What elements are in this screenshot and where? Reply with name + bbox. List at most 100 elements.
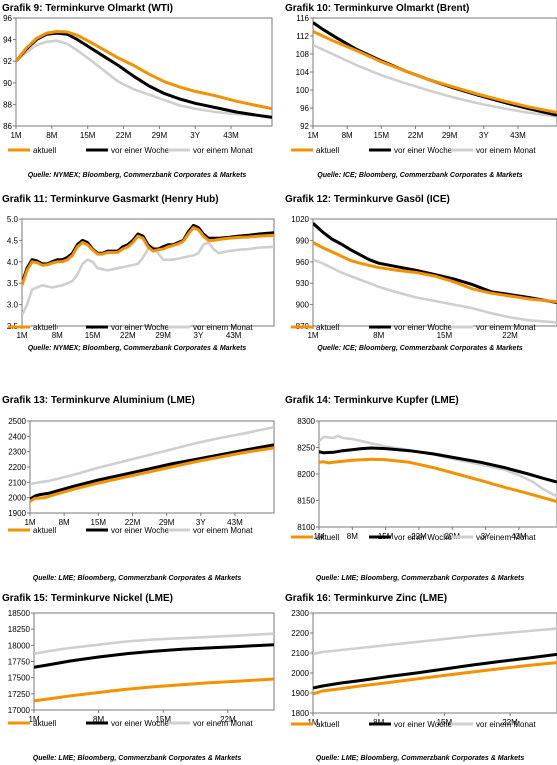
x-tick-label: 3Y	[190, 131, 200, 140]
legend-label-monat: vor einem Monat	[193, 719, 253, 728]
chart-title-text: Terminkurve Aluminium (LME)	[51, 395, 195, 406]
x-tick-label: 15M	[155, 715, 171, 724]
y-tick-label: 104	[296, 68, 310, 77]
series-line-monat	[16, 39, 272, 118]
x-tick-label: 8M	[342, 131, 353, 140]
chart-panel-g13: Grafik 13: Terminkurve Aluminium (LME) 19…	[0, 392, 275, 584]
legend-label-woche: vor einer Woche	[111, 526, 170, 535]
x-tick-label: 15M	[91, 518, 107, 527]
x-tick-label: 3Y	[481, 532, 491, 541]
chart-title-label: Grafik 12:	[285, 194, 334, 205]
chart-title-text: Terminkurve Kupfer (LME)	[334, 395, 459, 406]
legend-label-monat: vor einem Monat	[193, 323, 253, 332]
chart-svg: Grafik 12: Terminkurve Gasöl (ICE)870900…	[285, 194, 557, 352]
series-line-woche	[16, 31, 272, 119]
y-tick-label: 1020	[291, 215, 309, 224]
y-tick-label: 990	[296, 236, 310, 245]
legend-label-woche: vor einer Woche	[111, 146, 170, 155]
chart-title-label: Grafik 14:	[285, 395, 334, 406]
y-tick-label: 96	[3, 14, 12, 23]
chart-title-text: Terminkurve Gasöl (ICE)	[334, 194, 450, 205]
y-tick-label: 116	[296, 14, 309, 23]
plot-frame	[312, 612, 557, 714]
chart-svg: Grafik 15: Terminkurve Nickel (LME) 17000…	[2, 593, 275, 762]
y-tick-label: 88	[3, 100, 12, 109]
y-tick-label: 90	[3, 79, 12, 88]
chart-source: Quelle: LME; Bloomberg, Commerzbank Corp…	[33, 755, 242, 762]
x-tick-label: 15M	[80, 131, 96, 140]
chart-title-label: Grafik 9:	[2, 3, 45, 14]
chart-title: Grafik 9: Terminkurve Olmarkt (WTI)	[2, 3, 173, 14]
x-tick-label: 3Y	[194, 331, 204, 340]
y-tick-label: 17750	[8, 658, 31, 667]
plot-frame	[21, 218, 275, 327]
series-line-aktuell	[313, 661, 557, 696]
x-tick-label: 1M	[307, 718, 318, 727]
chart-panel-g10: Grafik 10: Terminkurve Olmarkt (Brent) 92…	[283, 0, 557, 188]
y-tick-label: 2300	[8, 448, 26, 457]
legend-label-woche: vor einer Woche	[394, 533, 453, 542]
x-tick-label: 29M	[152, 131, 168, 140]
chart-svg: Grafik 14: Terminkurve Kupfer (LME) 8100 8…	[285, 395, 557, 582]
y-tick-label: 112	[296, 32, 309, 41]
chart-title: Grafik 14: Terminkurve Kupfer (LME)	[285, 395, 459, 406]
legend-label-monat: vor einem Monat	[476, 323, 536, 332]
chart-title: Grafik 10: Terminkurve Olmarkt (Brent)	[285, 3, 469, 14]
legend-label-monat: vor einem Monat	[476, 533, 536, 542]
y-tick-label: 1800	[291, 709, 309, 718]
x-tick-label: 22M	[120, 331, 136, 340]
y-tick-label: 4.0	[7, 258, 19, 267]
y-tick-label: 1900	[291, 689, 309, 698]
x-tick-label: 15M	[85, 331, 101, 340]
x-tick-label: 3Y	[479, 131, 489, 140]
series-line-monat	[30, 425, 274, 486]
y-tick-label: 2100	[8, 478, 26, 487]
plot-frame	[15, 17, 273, 127]
x-tick-label: 1M	[307, 131, 318, 140]
legend-label-aktuell: aktuell	[316, 323, 339, 332]
series-line-woche	[30, 443, 274, 501]
x-tick-label: 1M	[28, 715, 39, 724]
y-tick-label: 8200	[297, 470, 315, 479]
series-line-woche	[313, 652, 557, 690]
x-tick-label: 22M	[408, 131, 424, 140]
legend-label-woche: vor einer Woche	[111, 719, 170, 728]
y-tick-label: 100	[296, 86, 310, 95]
y-tick-label: 2300	[291, 609, 309, 618]
x-tick-label: 15M	[437, 718, 453, 727]
x-tick-label: 8M	[93, 715, 104, 724]
chart-title: Grafik 11: Terminkurve Gasmarkt (Henry H…	[2, 194, 219, 205]
chart-source: Quelle: LME; Bloomberg, Commerzbank Corp…	[316, 755, 525, 762]
chart-source: Quelle: LME; Bloomberg, Commerzbank Corp…	[316, 575, 525, 582]
legend-label-aktuell: aktuell	[316, 146, 339, 155]
x-tick-label: 43M	[510, 131, 526, 140]
series-line-aktuell	[313, 30, 557, 114]
chart-title: Grafik 13: Terminkurve Aluminium (LME)	[2, 395, 195, 406]
x-tick-label: 1M	[307, 331, 318, 340]
y-tick-label: 4.5	[7, 236, 19, 245]
x-tick-label: 8M	[347, 532, 358, 541]
series-line-monat	[313, 627, 557, 656]
x-tick-label: 15M	[374, 131, 390, 140]
series-line-monat	[34, 632, 274, 655]
x-tick-label: 22M	[125, 518, 141, 527]
x-tick-label: 22M	[502, 718, 518, 727]
y-tick-label: 900	[296, 301, 310, 310]
x-tick-label: 1M	[24, 518, 35, 527]
chart-title-label: Grafik 11:	[2, 194, 50, 205]
legend-label-aktuell: aktuell	[33, 146, 56, 155]
series-line-aktuell	[22, 226, 274, 286]
y-tick-label: 18000	[8, 641, 31, 650]
y-tick-label: 92	[300, 122, 309, 131]
legend-label-monat: vor einem Monat	[476, 720, 536, 729]
y-tick-label: 8300	[297, 417, 315, 426]
x-tick-label: 22M	[116, 131, 132, 140]
chart-source: Quelle: LME; Bloomberg, Commerzbank Corp…	[33, 575, 242, 582]
x-tick-label: 15M	[437, 331, 453, 340]
x-tick-label: 8M	[373, 331, 384, 340]
chart-title: Grafik 15: Terminkurve Nickel (LME)	[2, 593, 173, 604]
legend-label-woche: vor einer Woche	[394, 146, 453, 155]
series-line-woche	[319, 446, 557, 484]
chart-source: Quelle: ICE; Bloomberg, Commerzbank Corp…	[317, 345, 522, 352]
chart-title-text: Terminkurve Zinc (LME)	[334, 593, 447, 604]
